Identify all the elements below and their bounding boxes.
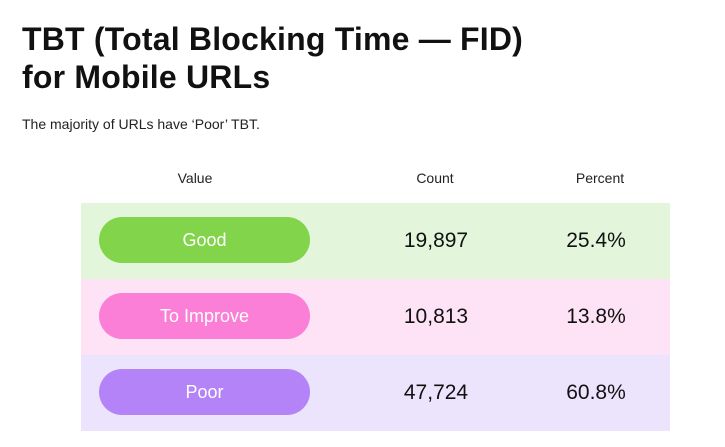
count-cell-poor: 47,724 xyxy=(403,381,469,404)
percent-cell-good: 25.4% xyxy=(566,229,626,252)
category-pill-to-improve: To Improve xyxy=(99,293,310,339)
chart-title-line-1: TBT (Total Blocking Time — FID) xyxy=(22,21,524,57)
percent-cell-to-improve: 13.8% xyxy=(566,305,626,328)
table-row-to-improve: To Improve 10,813 13.8% xyxy=(81,279,670,355)
chart-title-line-2: for Mobile URLs xyxy=(22,59,271,95)
count-cell-to-improve: 10,813 xyxy=(403,305,469,328)
percent-cell-poor: 60.8% xyxy=(566,381,626,404)
count-cell-good: 19,897 xyxy=(403,229,469,252)
column-header-count: Count xyxy=(416,170,454,186)
category-pill-good: Good xyxy=(99,217,310,263)
chart-title: TBT (Total Blocking Time — FID) for Mobi… xyxy=(22,20,523,96)
chart-subtitle: The majority of URLs have ‘Poor’ TBT. xyxy=(22,116,260,132)
column-header-percent: Percent xyxy=(575,170,625,186)
table-row-poor: Poor 47,724 60.8% xyxy=(81,355,670,431)
category-pill-poor: Poor xyxy=(99,369,310,415)
table-row-good: Good 19,897 25.4% xyxy=(81,203,670,279)
column-header-value: Value xyxy=(177,170,213,186)
